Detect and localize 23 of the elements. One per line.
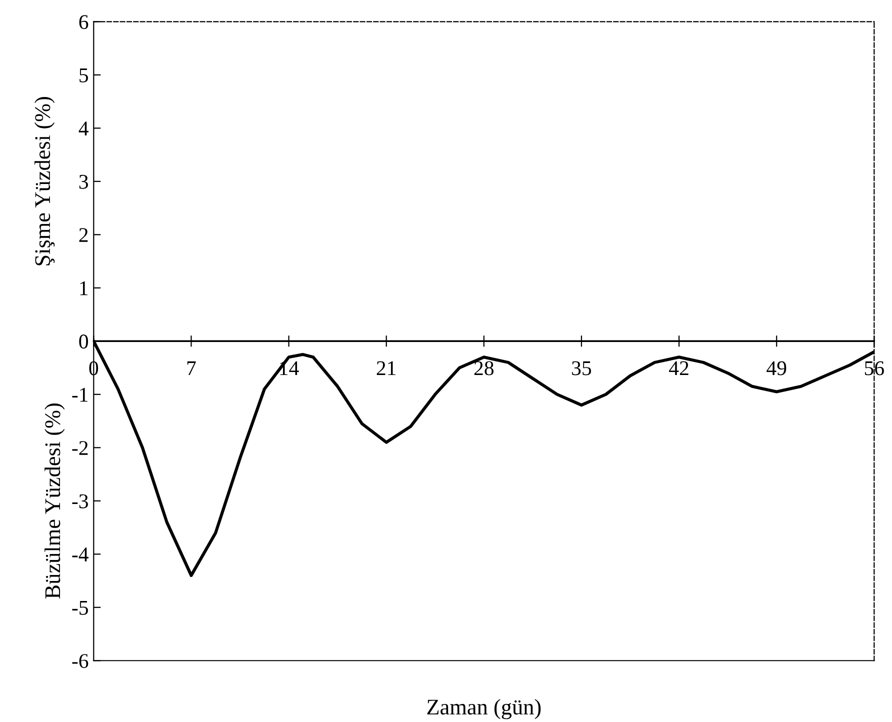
x-tick-label: 7 [187, 361, 196, 376]
y-tick-label: 2 [79, 228, 88, 242]
y-axis-title: Şişme Yüzdesi (%) [34, 97, 55, 266]
x-tick-label: 56 [864, 361, 884, 376]
y-tick-label: -4 [72, 548, 88, 562]
y-tick-label: -5 [72, 600, 88, 615]
y-tick-label: -1 [72, 388, 88, 402]
y-tick-label: 0 [79, 334, 88, 349]
x-tick-label: 42 [669, 361, 688, 376]
x-tick-label: 35 [572, 361, 592, 376]
y-tick-label: 4 [78, 122, 88, 136]
x-tick-label: 28 [474, 361, 494, 376]
text: Büzülme Yüzdesi (%) [44, 404, 65, 599]
y-tick-label: 5 [80, 68, 88, 82]
x-tick-label: 49 [766, 361, 786, 376]
x-tick-label: 21 [376, 361, 396, 376]
y-tick-label: -2 [72, 441, 88, 455]
y-tick-label: -3 [72, 494, 88, 508]
y-tick-label: 6 [79, 15, 88, 30]
x-axis-title: Zaman (gün) [427, 698, 541, 720]
y-tick-label: -6 [72, 654, 88, 668]
y-tick-label: 1 [80, 281, 88, 296]
y-tick-label: 3 [79, 174, 88, 189]
